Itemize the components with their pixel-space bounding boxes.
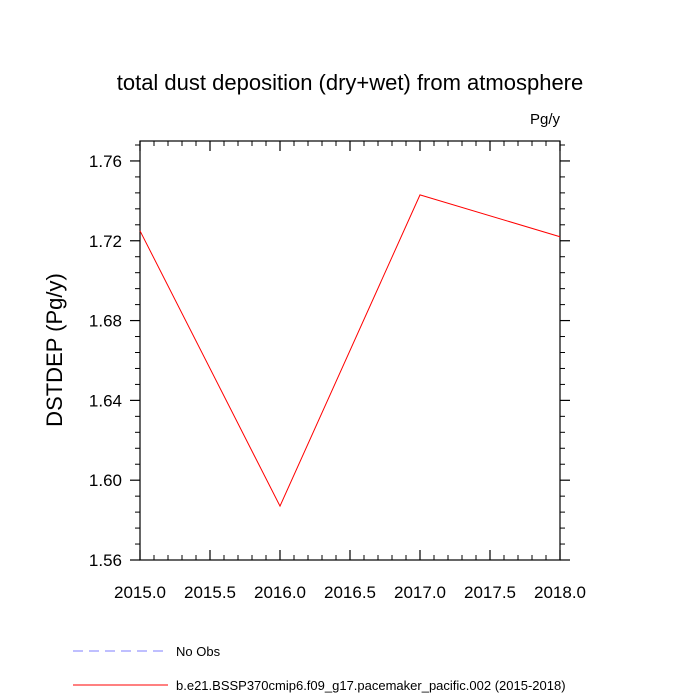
y-tick-label: 1.72 [89,232,122,251]
x-tick-label: 2018.0 [534,583,586,602]
x-axis-ticks [139,141,561,560]
y-axis-ticks [130,144,570,561]
y-tick-label: 1.76 [89,152,122,171]
x-tick-label: 2017.0 [394,583,446,602]
x-tick-label: 2016.5 [324,583,376,602]
y-tick-label: 1.68 [89,312,122,331]
y-axis-title: DSTDEP (Pg/y) [42,273,67,427]
x-tick-label: 2015.0 [114,583,166,602]
x-tick-label: 2015.5 [184,583,236,602]
y-tick-label: 1.56 [89,551,122,570]
units-label: Pg/y [530,111,561,128]
x-axis-tick-labels: 2015.0 2015.5 2016.0 2016.5 2017.0 2017.5 2018… [114,583,586,602]
legend-label: b.e21.BSSP370cmip6.f09_g17.pacemaker_pac… [176,678,566,693]
y-tick-label: 1.60 [89,471,122,490]
y-axis-tick-labels: 1.56 1.60 1.64 1.68 1.72 1.76 [89,152,122,570]
legend: No Obs b.e21.BSSP370cmip6.f09_g17.pacemak… [73,644,566,693]
x-tick-label: 2017.5 [464,583,516,602]
x-tick-label: 2016.0 [254,583,306,602]
legend-label: No Obs [176,644,221,659]
y-tick-label: 1.64 [89,391,122,410]
series-lines [139,194,561,508]
series-line-0 [139,194,561,508]
chart-title: total dust deposition (dry+wet) from atm… [117,70,584,95]
